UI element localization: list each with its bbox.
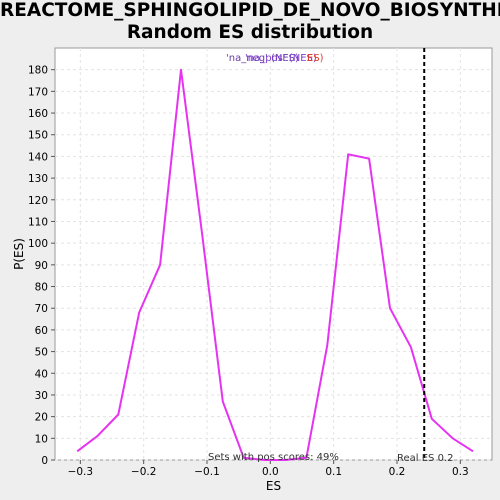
y-tick-label: 70 bbox=[35, 303, 48, 315]
y-tick-label: 30 bbox=[35, 390, 48, 402]
y-tick-label: 140 bbox=[28, 151, 48, 163]
x-tick-label: −0.3 bbox=[68, 466, 94, 478]
y-tick-label: 50 bbox=[35, 347, 48, 359]
y-tick-label: 10 bbox=[35, 433, 48, 445]
y-tick-label: 130 bbox=[28, 173, 48, 185]
x-tick-label: −0.2 bbox=[131, 466, 157, 478]
axes: 0 10 20 30 40 50 60 70 80 90 100 110 120 130 140 150 160… bbox=[12, 65, 469, 493]
y-tick-label: 20 bbox=[35, 412, 48, 424]
x-tick-label: 0.1 bbox=[325, 466, 342, 478]
legend-es-suffix: ES) bbox=[307, 53, 324, 64]
y-tick-label: 60 bbox=[35, 325, 48, 337]
pos-scores-annotation: Sets with pos scores: 49% bbox=[208, 452, 339, 463]
grid bbox=[55, 48, 492, 461]
chart-title-line-1: REACTOME_SPHINGOLIPID_DE_NOVO_BIOSYNTHES… bbox=[0, 0, 500, 21]
y-tick-label: 160 bbox=[28, 108, 48, 120]
series-line bbox=[76, 68, 474, 461]
series-layer bbox=[76, 48, 474, 461]
y-tick-label: 90 bbox=[35, 260, 48, 272]
x-tick-label: 0.0 bbox=[262, 466, 279, 478]
y-tick-label: 180 bbox=[28, 65, 48, 77]
y-tick-label: 170 bbox=[28, 86, 48, 98]
legend-neg-label: 'na_neg' (NES) bbox=[226, 53, 299, 64]
plot-area bbox=[54, 47, 493, 461]
y-tick-label: 110 bbox=[28, 216, 48, 228]
chart-title-line-2: Random ES distribution bbox=[126, 22, 374, 43]
legend-pos-label: 'na_pos' (NES) bbox=[245, 53, 317, 64]
y-axis-label: P(ES) bbox=[12, 238, 26, 270]
x-tick-label: 0.2 bbox=[389, 466, 406, 478]
y-tick-label: 120 bbox=[28, 195, 48, 207]
x-tick-label: 0.3 bbox=[452, 466, 469, 478]
annotations: 'na_neg' (NES)'na_pos' (NES)ES) Sets with… bbox=[208, 53, 453, 464]
y-tick-label: 100 bbox=[28, 238, 48, 250]
y-tick-label: 150 bbox=[28, 130, 48, 142]
real-es-annotation: Real ES 0.2 bbox=[397, 453, 453, 464]
x-axis-label: ES bbox=[266, 479, 281, 493]
y-tick-label: 40 bbox=[35, 368, 48, 380]
chart-title: REACTOME_SPHINGOLIPID_DE_NOVO_BIOSYNTHES… bbox=[0, 0, 500, 44]
x-tick-label: −0.1 bbox=[194, 466, 220, 478]
y-tick-label: 80 bbox=[35, 282, 48, 294]
y-tick-label: 0 bbox=[41, 455, 48, 467]
